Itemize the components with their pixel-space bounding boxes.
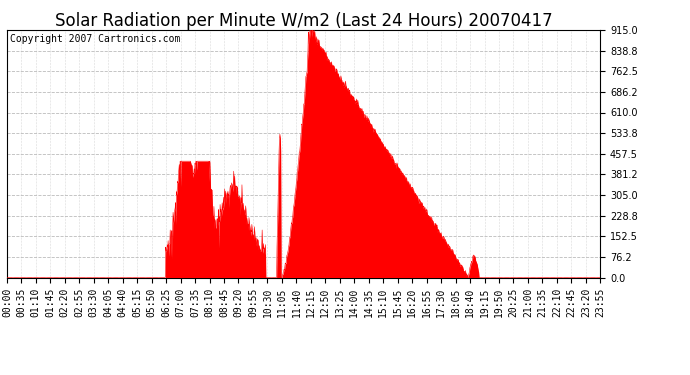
Text: Copyright 2007 Cartronics.com: Copyright 2007 Cartronics.com (10, 34, 180, 44)
Title: Solar Radiation per Minute W/m2 (Last 24 Hours) 20070417: Solar Radiation per Minute W/m2 (Last 24… (55, 12, 553, 30)
